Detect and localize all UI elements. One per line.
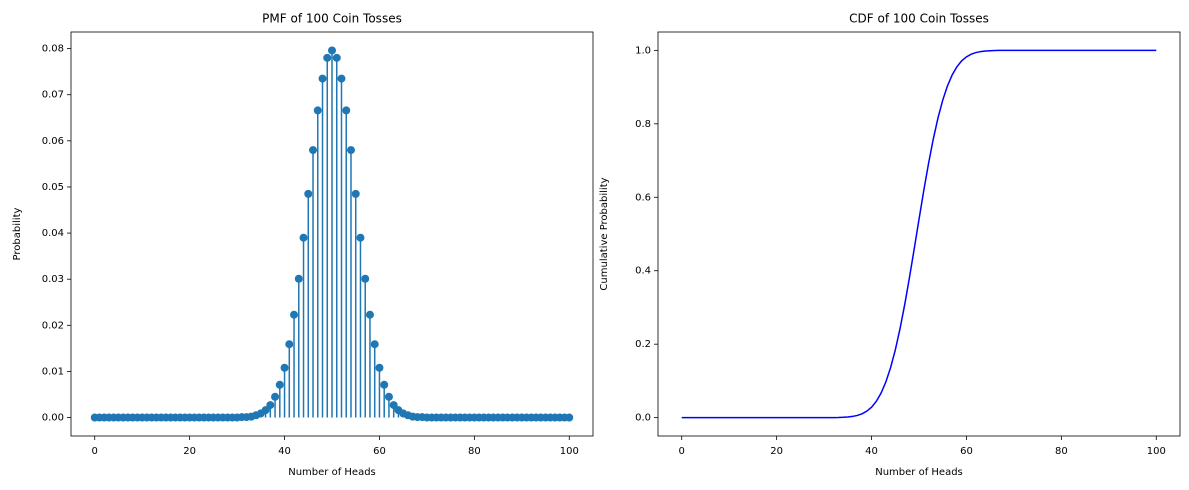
x-tick-label: 0 bbox=[679, 446, 685, 457]
stem-marker bbox=[299, 233, 308, 242]
stem-marker bbox=[266, 401, 275, 410]
stem-marker bbox=[342, 106, 351, 115]
stem-marker bbox=[565, 413, 574, 422]
y-tick-label: 0.05 bbox=[42, 182, 64, 193]
stem-marker bbox=[309, 146, 318, 155]
stem-marker bbox=[275, 380, 284, 389]
stem-marker bbox=[280, 363, 289, 372]
stem-marker bbox=[337, 74, 346, 83]
y-tick-label: 0.03 bbox=[42, 274, 64, 285]
y-tick-label: 0.0 bbox=[635, 413, 651, 424]
y-tick-label: 0.04 bbox=[42, 228, 64, 239]
y-tick-label: 0.8 bbox=[635, 119, 651, 130]
line bbox=[681, 49, 1157, 419]
x-tick-label: 100 bbox=[1147, 446, 1166, 457]
stem-marker bbox=[346, 146, 355, 155]
y-tick-label: 0.07 bbox=[42, 90, 64, 101]
stem-marker bbox=[318, 74, 327, 83]
stem-marker bbox=[380, 380, 389, 389]
y-tick-label: 0.4 bbox=[635, 266, 651, 277]
stem-marker bbox=[351, 189, 360, 198]
y-tick-label: 0.6 bbox=[635, 192, 651, 203]
axes-frame bbox=[657, 31, 1181, 437]
x-tick-label: 0 bbox=[92, 446, 98, 457]
y-tick-label: 0.00 bbox=[42, 413, 64, 424]
y-tick-label: 0.01 bbox=[42, 366, 64, 377]
y-tick-label: 0.06 bbox=[42, 136, 64, 147]
stem-marker bbox=[375, 363, 384, 372]
y-axis-label: Probability bbox=[12, 207, 23, 260]
subplot: PMF of 100 Coin Tosses Number of Heads Pro… bbox=[12, 12, 594, 478]
x-axis-label: Number of Heads bbox=[875, 467, 963, 478]
stem-marker bbox=[304, 189, 313, 198]
x-axis-label: Number of Heads bbox=[288, 467, 376, 478]
x-tick-label: 80 bbox=[1055, 446, 1068, 457]
stem-marker bbox=[389, 401, 398, 410]
stem-marker bbox=[361, 274, 370, 283]
stem-marker bbox=[328, 46, 336, 55]
stem-marker bbox=[294, 274, 303, 283]
stem-marker bbox=[323, 53, 332, 62]
chart-title: PMF of 100 Coin Tosses bbox=[262, 12, 402, 26]
axes-frame bbox=[70, 31, 594, 437]
x-tick-label: 60 bbox=[373, 446, 386, 457]
stem-marker bbox=[285, 340, 294, 349]
stem-marker bbox=[261, 406, 270, 415]
x-tick-label: 40 bbox=[865, 446, 878, 457]
y-tick-label: 0.02 bbox=[42, 320, 64, 331]
chart-title: CDF of 100 Coin Tosses bbox=[849, 12, 989, 26]
stem-marker bbox=[332, 53, 341, 62]
y-tick-label: 1.0 bbox=[635, 45, 651, 56]
y-axis-label: Cumulative Probability bbox=[599, 177, 610, 290]
x-tick-label: 60 bbox=[960, 446, 973, 457]
stem-marker bbox=[370, 340, 379, 349]
stem-marker bbox=[365, 310, 374, 319]
stem-marker bbox=[313, 106, 322, 115]
y-tick-label: 0.08 bbox=[42, 44, 64, 55]
x-tick-label: 80 bbox=[468, 446, 481, 457]
x-tick-label: 20 bbox=[183, 446, 196, 457]
x-tick-label: 20 bbox=[770, 446, 783, 457]
stem-marker bbox=[271, 392, 280, 401]
stem-marker bbox=[290, 310, 299, 319]
y-tick-label: 0.2 bbox=[635, 339, 651, 350]
x-tick-label: 40 bbox=[278, 446, 291, 457]
stem-marker bbox=[384, 392, 393, 401]
x-tick-label: 100 bbox=[560, 446, 579, 457]
stem-marker bbox=[356, 233, 365, 242]
subplot: CDF of 100 Coin Tosses Number of Heads Cum… bbox=[599, 12, 1181, 478]
